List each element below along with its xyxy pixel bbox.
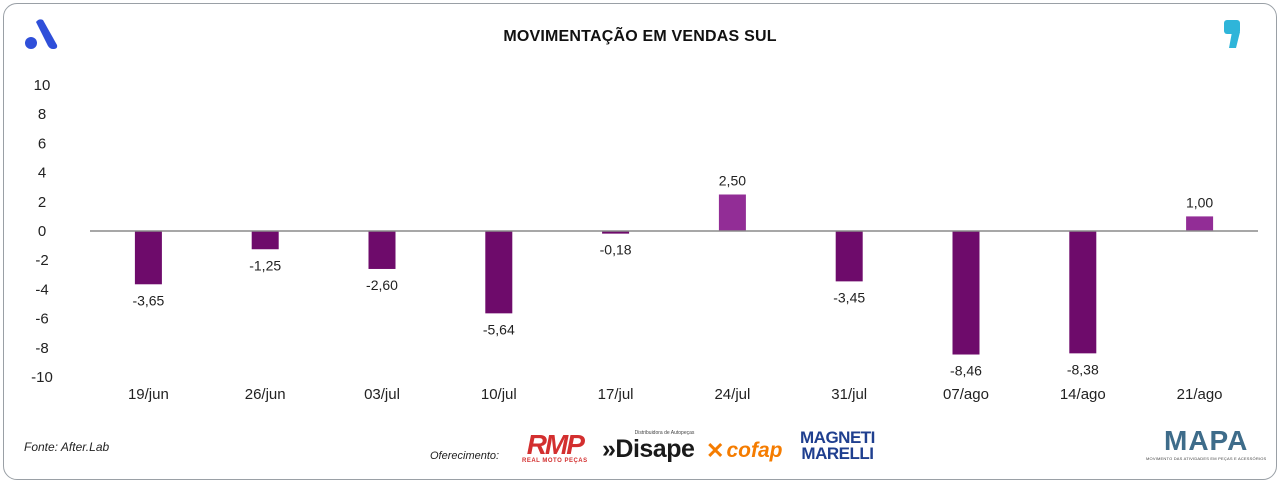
x-tick-label: 17/jul: [598, 386, 634, 403]
bar-21-ago: [1186, 216, 1214, 231]
y-tick-label: -8: [35, 340, 48, 357]
value-label: -2,60: [366, 277, 398, 293]
value-label: -0,18: [600, 242, 632, 258]
value-label: -1,25: [249, 257, 281, 273]
magneti-logo-line1: MAGNETI: [800, 428, 875, 447]
x-tick-label: 31/jul: [831, 386, 867, 403]
value-label: -8,38: [1067, 361, 1099, 377]
bar-14-ago: [1069, 231, 1097, 354]
y-tick-label: 2: [38, 194, 46, 211]
value-label: -3,45: [833, 289, 865, 305]
source-note: Fonte: After.Lab: [24, 440, 110, 454]
bar-19-jun: [134, 231, 162, 285]
y-tick-label: 0: [38, 223, 46, 240]
chart-card: [3, 3, 1277, 480]
x-tick-label: 10/jul: [481, 386, 517, 403]
x-tick-label: 19/jun: [128, 386, 169, 403]
x-axis-ticks: 19/jun 26/jun 03/jul 10/jul 17/jul 24/jul 31/j…: [128, 386, 1223, 403]
bar-17-jul: [602, 231, 630, 234]
y-tick-label: -6: [35, 311, 48, 328]
x-tick-label: 07/ago: [943, 386, 989, 403]
y-tick-label: 4: [38, 165, 46, 182]
chart-title: MOVIMENTAÇÃO EM VENDAS SUL: [503, 28, 777, 45]
value-label: 2,50: [719, 173, 746, 189]
x-tick-label: 14/ago: [1060, 386, 1106, 403]
value-labels: -3,65 -1,25 -2,60 -5,64 -0,18 2,50 -3,45 -8,46 -…: [132, 173, 1213, 379]
rmp-logo: RMP REAL MOTO PEÇAS: [522, 429, 588, 465]
magneti-marelli-logo: MAGNETI MARELLI: [800, 428, 875, 463]
y-tick-label: 8: [38, 106, 46, 123]
magneti-logo-line2: MARELLI: [801, 444, 874, 463]
y-tick-label: 10: [34, 77, 51, 94]
mapa-logo-tagline: MOVIMENTO DAS ATIVIDADES EM PEÇAS E ACES…: [1146, 456, 1267, 461]
y-tick-label: -4: [35, 281, 48, 298]
sponsors-label: Oferecimento:: [430, 450, 500, 462]
mapa-logo: MAPA MOVIMENTO DAS ATIVIDADES EM PEÇAS E…: [1146, 425, 1267, 462]
y-tick-label: -10: [31, 369, 53, 386]
bar-07-ago: [952, 231, 980, 355]
bar-26-jun: [251, 231, 279, 250]
value-label: 1,00: [1186, 194, 1213, 210]
y-tick-label: -2: [35, 252, 48, 269]
x-tick-label: 26/jun: [245, 386, 286, 403]
value-label: -8,46: [950, 363, 982, 379]
bar-24-jul: [718, 194, 746, 231]
bar-10-jul: [485, 231, 513, 314]
x-tick-label: 21/ago: [1177, 386, 1223, 403]
value-label: -3,65: [132, 292, 164, 308]
y-axis-ticks: 10 8 6 4 2 0 -2 -4 -6 -8 -10: [31, 77, 53, 386]
cofap-mark-icon: ✕: [706, 438, 725, 463]
cofap-logo-text: cofap: [726, 439, 783, 462]
rmp-logo-text: RMP: [526, 429, 585, 460]
quote-mark-icon: [1224, 20, 1240, 48]
value-label: -5,64: [483, 321, 515, 337]
rmp-logo-tagline: REAL MOTO PEÇAS: [522, 458, 588, 464]
x-tick-label: 03/jul: [364, 386, 400, 403]
disape-logo-text: »Disape: [602, 435, 695, 463]
brand-a-logo-icon: [25, 19, 58, 49]
mapa-logo-text: MAPA: [1164, 425, 1249, 456]
bars: [134, 194, 1214, 355]
cofap-logo: ✕ cofap: [706, 438, 782, 464]
disape-logo-tagline: Distribuidora de Autopeças: [634, 430, 695, 436]
y-tick-label: 6: [38, 135, 46, 152]
disape-logo: Distribuidora de Autopeças »Disape: [602, 430, 695, 463]
bar-03-jul: [368, 231, 396, 269]
x-tick-label: 24/jul: [714, 386, 750, 403]
bar-31-jul: [835, 231, 863, 282]
